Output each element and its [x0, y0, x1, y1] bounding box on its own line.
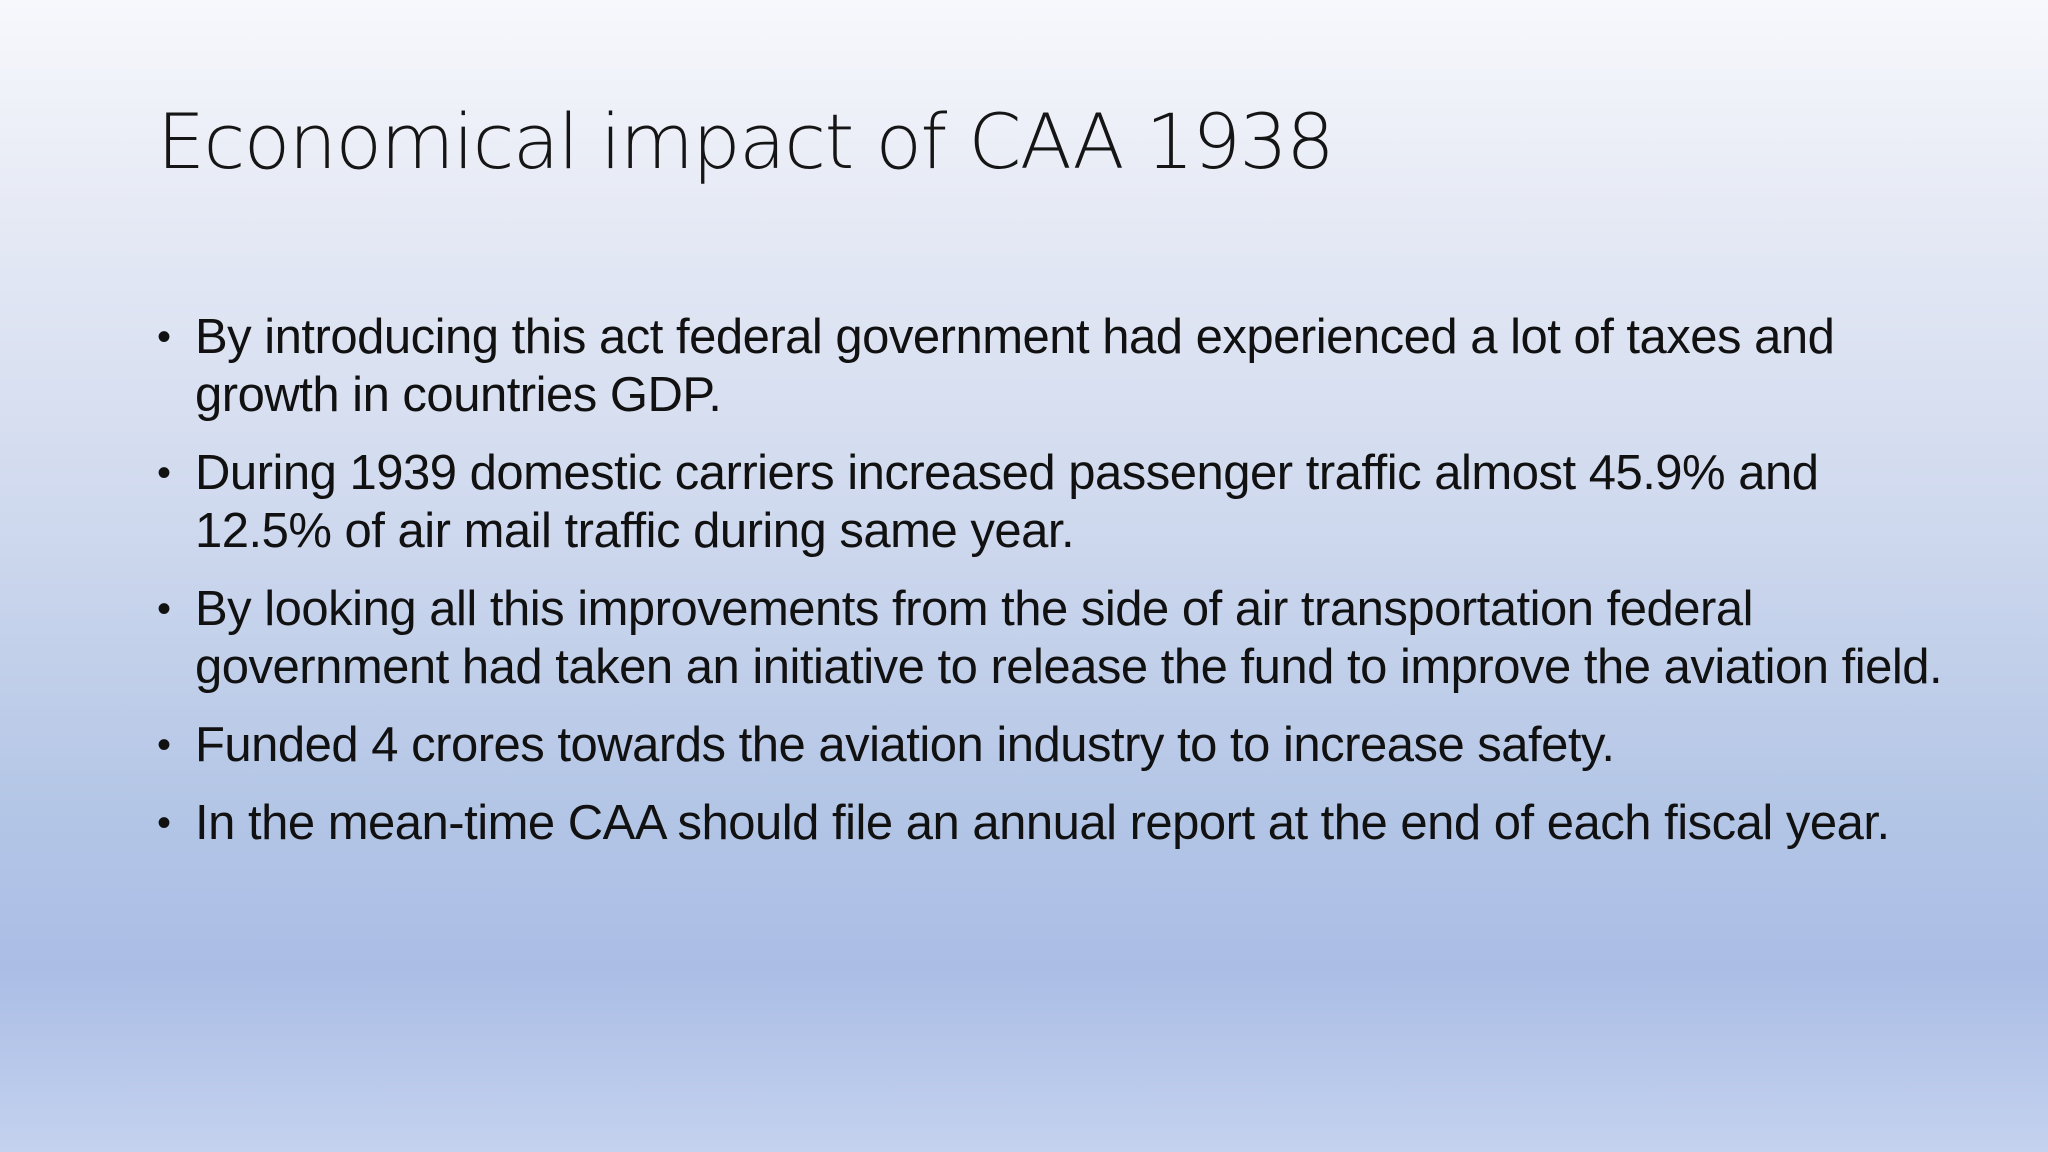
bullet-text: During 1939 domestic carriers increased … — [195, 446, 1819, 558]
bullet-icon: • — [157, 315, 171, 359]
bullet-icon: • — [157, 801, 171, 845]
bullet-list: • By introducing this act federal govern… — [157, 308, 1947, 872]
bullet-text: By looking all this improvements from th… — [195, 582, 1943, 694]
bullet-icon: • — [157, 587, 171, 631]
slide-title: Economical impact of CAA 1938 — [157, 97, 1335, 186]
list-item: • By looking all this improvements from … — [157, 580, 1947, 696]
list-item: • In the mean-time CAA should file an an… — [157, 794, 1947, 852]
bullet-icon: • — [157, 451, 171, 495]
list-item: • Funded 4 crores towards the aviation i… — [157, 716, 1947, 774]
list-item: • During 1939 domestic carriers increase… — [157, 444, 1947, 560]
bullet-text: By introducing this act federal governme… — [195, 310, 1835, 422]
bullet-text: Funded 4 crores towards the aviation ind… — [195, 718, 1615, 772]
bullet-icon: • — [157, 723, 171, 767]
bullet-text: In the mean-time CAA should file an annu… — [195, 796, 1890, 850]
list-item: • By introducing this act federal govern… — [157, 308, 1947, 424]
